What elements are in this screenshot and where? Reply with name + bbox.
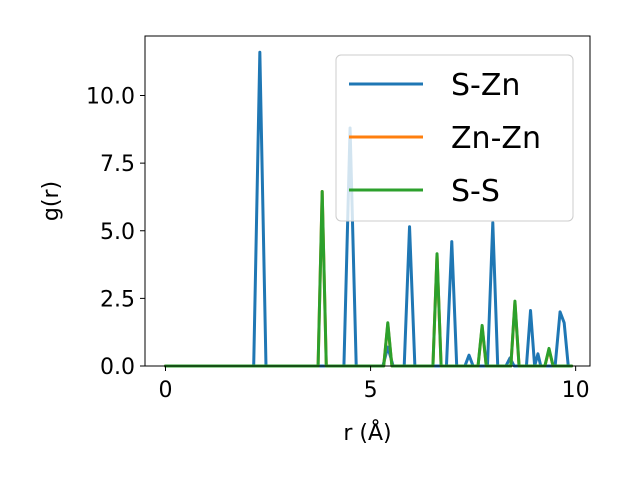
legend-label: Zn-Zn — [451, 121, 541, 156]
axes-frame — [144, 35, 591, 367]
legend-label: S-Zn — [451, 68, 520, 103]
y-tick-label: 0.0 — [100, 355, 135, 380]
y-axis-label: g(r) — [39, 181, 64, 221]
legend: S-Zn Zn-Zn S-S — [335, 54, 574, 222]
x-tick-label: 10 — [562, 378, 590, 403]
x-tick-label: 0 — [159, 378, 173, 403]
legend-box — [335, 54, 574, 222]
x-tick-label: 5 — [364, 378, 378, 403]
y-ticks: 0.0 2.5 5.0 7.5 10.0 — [86, 85, 145, 380]
y-tick-label: 7.5 — [100, 152, 135, 177]
x-ticks: 0 5 10 — [159, 366, 590, 403]
legend-label: S-S — [451, 174, 500, 209]
y-tick-label: 5.0 — [100, 220, 135, 245]
y-tick-label: 2.5 — [100, 287, 135, 312]
x-axis-label: r (Å) — [343, 419, 391, 446]
y-tick-label: 10.0 — [86, 85, 135, 110]
